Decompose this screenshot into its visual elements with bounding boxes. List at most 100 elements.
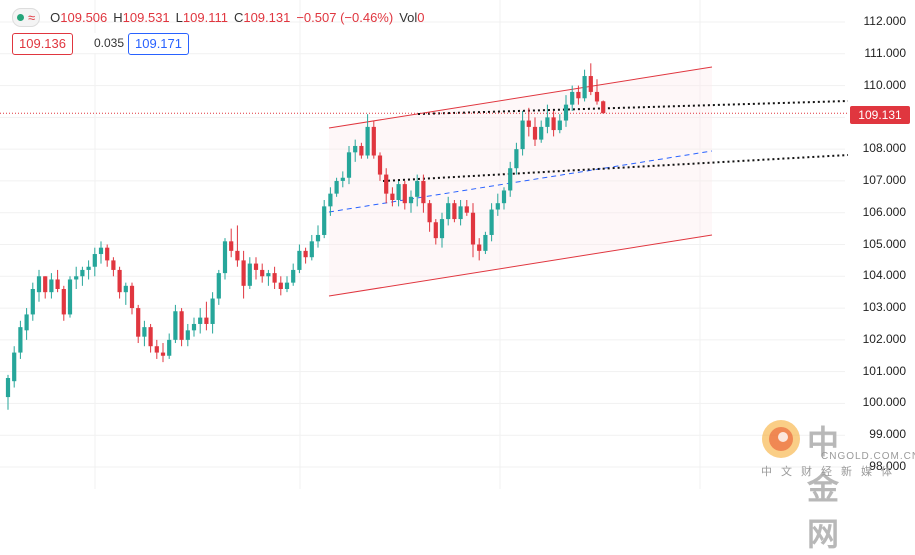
- candle-body: [514, 149, 519, 169]
- candle-body: [167, 339, 172, 356]
- y-tick-label: 108.000: [862, 141, 906, 156]
- candle-body: [433, 222, 438, 239]
- candle-body: [446, 203, 451, 220]
- change-value: −0.507 (−0.46%): [296, 10, 394, 25]
- resistance-trendline: [417, 100, 849, 115]
- candle-body: [43, 276, 48, 293]
- candle-body: [123, 285, 128, 293]
- candle-body: [216, 273, 221, 299]
- candle-body: [483, 234, 488, 251]
- candle-body: [464, 206, 469, 213]
- candle-body: [427, 203, 432, 223]
- candle-body: [173, 311, 178, 340]
- status-dot-icon: [17, 14, 24, 21]
- candle-body: [588, 76, 593, 92]
- logo-name: 中金网: [807, 423, 842, 553]
- y-tick-label: 112.000: [863, 14, 907, 28]
- candle-body: [148, 327, 153, 347]
- candle-body: [154, 346, 159, 353]
- candle-body: [235, 250, 240, 261]
- candle-body: [5, 378, 11, 398]
- y-tick-label: 101.000: [862, 363, 906, 378]
- candle-body: [185, 330, 190, 340]
- candle-body: [229, 241, 234, 251]
- candle-body: [284, 282, 290, 289]
- y-tick-label: 111.000: [864, 45, 906, 60]
- candle-body: [12, 352, 17, 382]
- candle-body: [346, 152, 352, 178]
- open-value: O109.506: [50, 10, 108, 25]
- candle-body: [36, 276, 42, 293]
- cngold-emblem-icon: [762, 420, 800, 458]
- candle-body: [24, 314, 29, 331]
- candle-body: [495, 203, 500, 210]
- cngold-logo: 中金网 CNGOLD.COM.CN 中文财经新媒体: [757, 417, 915, 553]
- y-tick-label: 106.000: [862, 204, 906, 219]
- channel-lower-line: [328, 234, 713, 297]
- candle-body: [458, 206, 463, 220]
- candle-body: [18, 327, 23, 353]
- candle-body: [334, 180, 339, 194]
- candle-body: [328, 193, 333, 207]
- volume-value: Vol0: [399, 10, 425, 25]
- candle-body: [396, 184, 401, 200]
- candle-body: [582, 76, 587, 99]
- candle-body: [576, 91, 581, 99]
- candle-body: [508, 168, 513, 191]
- candle-body: [520, 120, 525, 150]
- candle-body: [365, 126, 370, 156]
- candle-body: [136, 308, 141, 337]
- candle-body: [390, 193, 395, 200]
- candle-body: [322, 206, 327, 235]
- candle-body: [55, 279, 60, 289]
- candle-body: [160, 352, 166, 356]
- candle-body: [563, 104, 569, 121]
- y-tick-label: 104.000: [862, 268, 906, 283]
- candle-body: [111, 260, 116, 270]
- candle-body: [253, 263, 259, 270]
- logo-url: CNGOLD.COM.CN: [821, 451, 915, 462]
- candle-body: [353, 145, 358, 153]
- candle-body: [61, 289, 66, 315]
- candle-body: [340, 177, 345, 181]
- candle-body: [384, 174, 389, 194]
- candle-body: [452, 203, 457, 220]
- channel-upper-line: [328, 66, 713, 129]
- y-tick-label: 100.000: [862, 395, 906, 410]
- candle-body: [545, 117, 550, 127]
- candle-body: [179, 311, 184, 340]
- candle-body: [49, 279, 54, 293]
- candle-body: [30, 289, 35, 315]
- candle-body: [421, 180, 426, 204]
- buy-price-button[interactable]: 109.171: [128, 33, 189, 55]
- candle-body: [551, 117, 556, 131]
- candle-body: [439, 219, 445, 239]
- candlestick-chart[interactable]: [0, 0, 915, 489]
- wave-icon: ≈: [28, 9, 36, 25]
- candle-body: [415, 180, 420, 197]
- candle-body: [359, 145, 364, 156]
- close-value: C109.131: [233, 10, 291, 25]
- sell-price-button[interactable]: 109.136: [12, 33, 73, 55]
- candle-body: [601, 101, 606, 114]
- candle-body: [142, 327, 147, 337]
- y-tick-label: 105.000: [862, 236, 906, 251]
- y-tick-label: 102.000: [862, 331, 906, 346]
- candle-body: [402, 184, 407, 204]
- visibility-toggle[interactable]: ≈: [12, 8, 41, 27]
- candle-body: [532, 126, 538, 140]
- candle-body: [501, 190, 507, 204]
- candle-body: [67, 279, 73, 315]
- candle-body: [408, 196, 414, 204]
- candle-body: [210, 298, 215, 324]
- candle-body: [92, 254, 97, 267]
- candle-body: [129, 285, 135, 309]
- candle-body: [489, 209, 494, 235]
- candle-body: [315, 234, 321, 242]
- candle-body: [526, 120, 531, 127]
- candle-body: [470, 212, 476, 245]
- candle-body: [74, 276, 79, 280]
- logo-tagline: 中文财经新媒体: [761, 465, 901, 478]
- candle-body: [377, 155, 383, 175]
- candle-body: [86, 266, 91, 270]
